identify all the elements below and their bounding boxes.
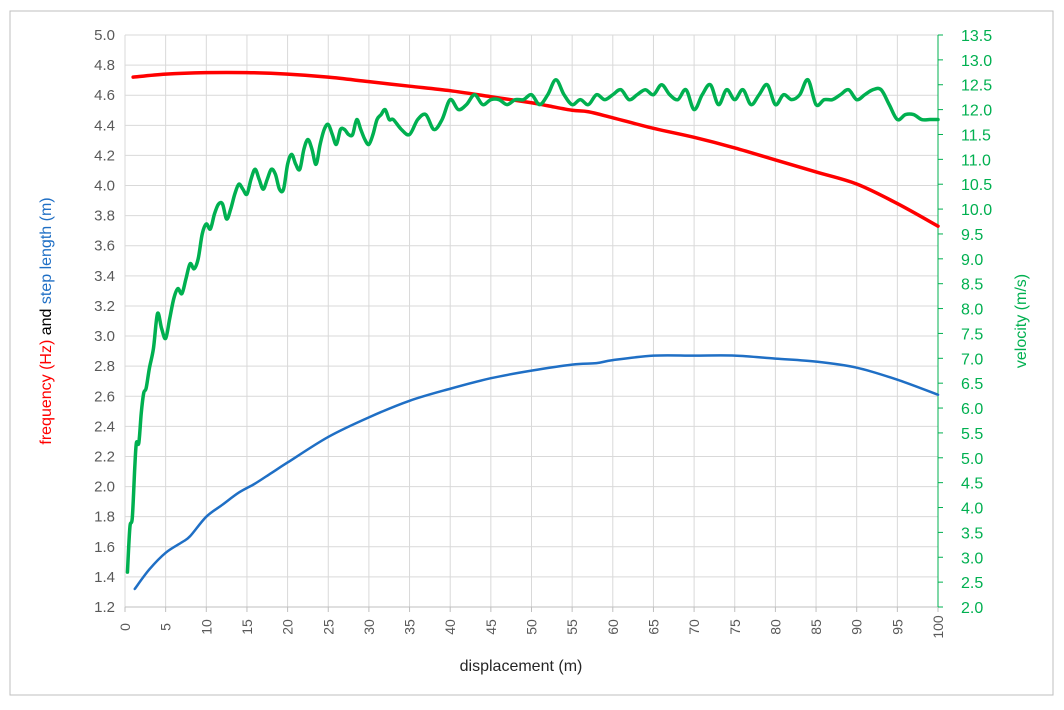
y-right-tick-label: 7.0	[961, 351, 983, 368]
x-tick-label: 60	[605, 619, 621, 635]
y-right-tick-label: 11.5	[961, 127, 991, 144]
axes	[124, 34, 943, 612]
y-right-tick-label: 9.0	[961, 252, 983, 269]
y-right-tick-label: 5.5	[961, 426, 983, 443]
y-right-tick-label: 10.0	[961, 202, 992, 219]
y-left-tick-label: 2.0	[94, 479, 115, 496]
y-left-tick-label: 4.6	[94, 87, 115, 104]
y-right-tick-label: 7.5	[961, 326, 983, 343]
y-right-tick-label: 8.0	[961, 302, 983, 319]
y-right-tick-label: 5.0	[961, 451, 983, 468]
velocity-series-line	[125, 78, 940, 574]
frequency-series-line	[131, 70, 940, 228]
x-tick-label: 45	[483, 619, 499, 635]
x-tick-label: 40	[442, 619, 458, 635]
y-right-tick-label: 4.5	[961, 476, 983, 493]
y-right-tick-label: 2.0	[961, 600, 983, 617]
y-left-title-part: and	[38, 304, 55, 340]
y-right-tick-label: 6.0	[961, 401, 983, 418]
series-lines	[125, 70, 940, 591]
y-left-tick-label: 4.0	[94, 178, 115, 195]
y-left-tick-label: 4.8	[94, 57, 115, 74]
x-tick-label: 55	[564, 619, 580, 635]
x-tick-label: 10	[198, 619, 214, 635]
y-right-tick-label: 9.5	[961, 227, 983, 244]
x-tick-label: 25	[320, 619, 336, 635]
x-tick-label: 100	[930, 615, 946, 639]
x-tick-label: 35	[402, 619, 418, 635]
y-right-axis-title: velocity (m/s)	[1013, 274, 1030, 368]
x-tick-label: 75	[727, 619, 743, 635]
y-left-tick-label: 2.2	[94, 448, 115, 465]
x-tick-label: 85	[808, 619, 824, 635]
x-tick-label: 70	[686, 619, 702, 635]
y-left-tick-label: 1.6	[94, 539, 115, 556]
y-right-tick-label: 3.5	[961, 525, 983, 542]
x-tick-label: 5	[158, 623, 174, 631]
y-left-tick-label: 3.8	[94, 208, 115, 225]
y-left-title-part: frequency (Hz)	[38, 340, 55, 445]
y-left-tick-label: 1.2	[94, 599, 115, 616]
x-tick-label: 50	[524, 619, 540, 635]
y-right-tick-label: 8.5	[961, 277, 983, 294]
y-left-axis-title: frequency (Hz) and step length (m)	[38, 197, 55, 444]
y-right-tick-label: 13.0	[961, 53, 992, 70]
y-right-tick-label: 10.5	[961, 177, 992, 194]
y-left-tick-label: 1.4	[94, 569, 115, 586]
x-tick-label: 0	[117, 623, 133, 631]
y-left-tick-label: 3.2	[94, 298, 115, 315]
x-tick-label: 30	[361, 619, 377, 635]
y-right-tick-label: 2.5	[961, 575, 983, 592]
y-left-tick-label: 3.6	[94, 238, 115, 255]
y-left-tick-label: 3.4	[94, 268, 115, 285]
y-right-tick-label: 12.5	[961, 78, 992, 95]
gridlines	[124, 34, 939, 608]
y-right-tick-label: 3.0	[961, 550, 983, 567]
y-right-tick-label: 6.5	[961, 376, 983, 393]
y-left-tick-label: 2.4	[94, 418, 115, 435]
x-tick-label: 90	[849, 619, 865, 635]
y-right-tick-label: 11.0	[961, 152, 991, 169]
y-right-tick-label: 12.0	[961, 103, 992, 120]
x-axis-title: displacement (m)	[460, 658, 583, 675]
y-left-tick-label: 5.0	[94, 27, 115, 44]
y-left-tick-label: 3.0	[94, 328, 115, 345]
y-right-tick-label: 4.0	[961, 501, 983, 518]
x-tick-label: 95	[889, 619, 905, 635]
y-right-tick-label: 13.5	[961, 28, 992, 45]
step-length-series-line	[133, 354, 940, 591]
y-left-title-part: step length (m)	[38, 197, 55, 304]
x-tick-label: 20	[280, 619, 296, 635]
x-tick-label: 80	[767, 619, 783, 635]
y-left-tick-label: 4.2	[94, 147, 115, 164]
y-left-tick-label: 2.6	[94, 388, 115, 405]
tick-labels: 0 5 10 15 20 25 30 35 40 45 50 55 60 65 70 75 80 85 90 95 10…	[94, 27, 992, 639]
x-tick-label: 15	[239, 619, 255, 635]
y-left-tick-label: 4.4	[94, 117, 115, 134]
y-left-tick-label: 2.8	[94, 358, 115, 375]
y-left-tick-label: 1.8	[94, 509, 115, 526]
x-tick-label: 65	[645, 619, 661, 635]
